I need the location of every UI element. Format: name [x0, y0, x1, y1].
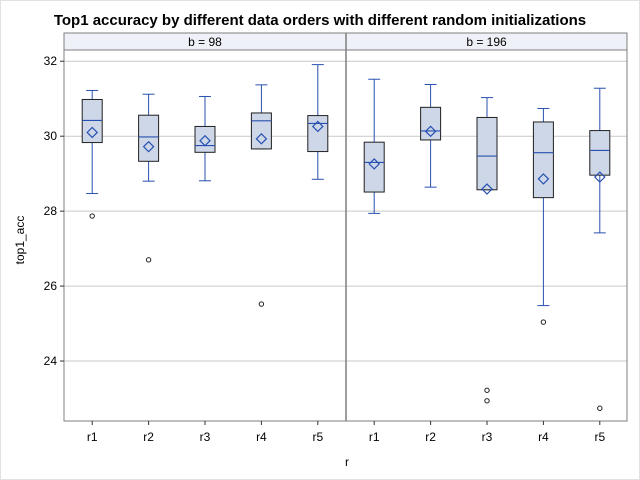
x-tick-label: r4 — [538, 430, 549, 444]
box-iqr — [532, 121, 554, 199]
mean-marker — [311, 120, 324, 133]
x-tick-label: r3 — [200, 430, 211, 444]
x-tick-label: r1 — [369, 430, 380, 444]
x-tick-label: r1 — [87, 430, 98, 444]
plot-area: b = 98 b = 196 24 26 28 30 32 r1 r2 r3 r4 r5 r1 r2 r3 r… — [44, 32, 628, 444]
mean-marker — [481, 183, 493, 195]
y-tick-label: 24 — [44, 354, 58, 368]
box-iqr — [476, 116, 498, 191]
outlier-point — [484, 398, 490, 404]
outlier-point — [540, 319, 547, 325]
mean-marker — [199, 134, 211, 147]
box-r2-panel-1 — [138, 93, 160, 263]
box-iqr — [589, 130, 611, 176]
y-tick-label: 26 — [44, 279, 58, 293]
mean-marker — [537, 173, 550, 185]
outlier-point — [484, 387, 490, 393]
mean-marker — [142, 140, 155, 153]
outlier-point — [258, 301, 265, 307]
x-tick-label: r5 — [594, 430, 605, 444]
x-tick-label: r3 — [482, 430, 493, 444]
x-tick-label: r2 — [143, 430, 154, 444]
x-axis-label: r — [345, 455, 349, 469]
mean-marker — [593, 171, 606, 183]
box-iqr — [363, 141, 385, 193]
box-r1-panel-1 — [81, 89, 103, 219]
y-tick-label: 30 — [44, 129, 58, 143]
outlier-point — [597, 405, 603, 411]
x-tick-label: r4 — [256, 430, 267, 444]
y-axis-label: top1_acc — [13, 216, 27, 265]
box-r2-panel-2 — [420, 83, 442, 188]
box-r4-panel-2 — [532, 107, 554, 325]
box-r3-panel-2 — [476, 97, 498, 404]
mean-marker — [424, 125, 437, 138]
panel-header-label: b = 98 — [188, 35, 222, 49]
box-r1-panel-2 — [363, 78, 385, 214]
box-r4-panel-1 — [250, 84, 272, 307]
y-tick-label: 28 — [44, 204, 58, 218]
box-r5-panel-1 — [307, 64, 329, 180]
box-iqr — [307, 115, 329, 153]
box-r3-panel-1 — [194, 95, 216, 182]
box-iqr — [138, 114, 160, 162]
mean-marker — [86, 126, 99, 139]
box-iqr — [250, 112, 272, 150]
box-iqr — [420, 106, 442, 141]
panel-header-label: b = 196 — [466, 35, 507, 49]
box-r5-panel-2 — [589, 87, 611, 411]
outlier-point — [89, 213, 95, 219]
box-iqr — [194, 125, 216, 153]
mean-marker — [255, 132, 268, 145]
x-tick-label: r2 — [425, 430, 436, 444]
mean-marker — [368, 158, 381, 170]
y-tick-label: 32 — [44, 54, 58, 68]
outlier-point — [145, 257, 152, 263]
x-tick-label: r5 — [312, 430, 323, 444]
chart-title: Top1 accuracy by different data orders w… — [54, 12, 586, 29]
